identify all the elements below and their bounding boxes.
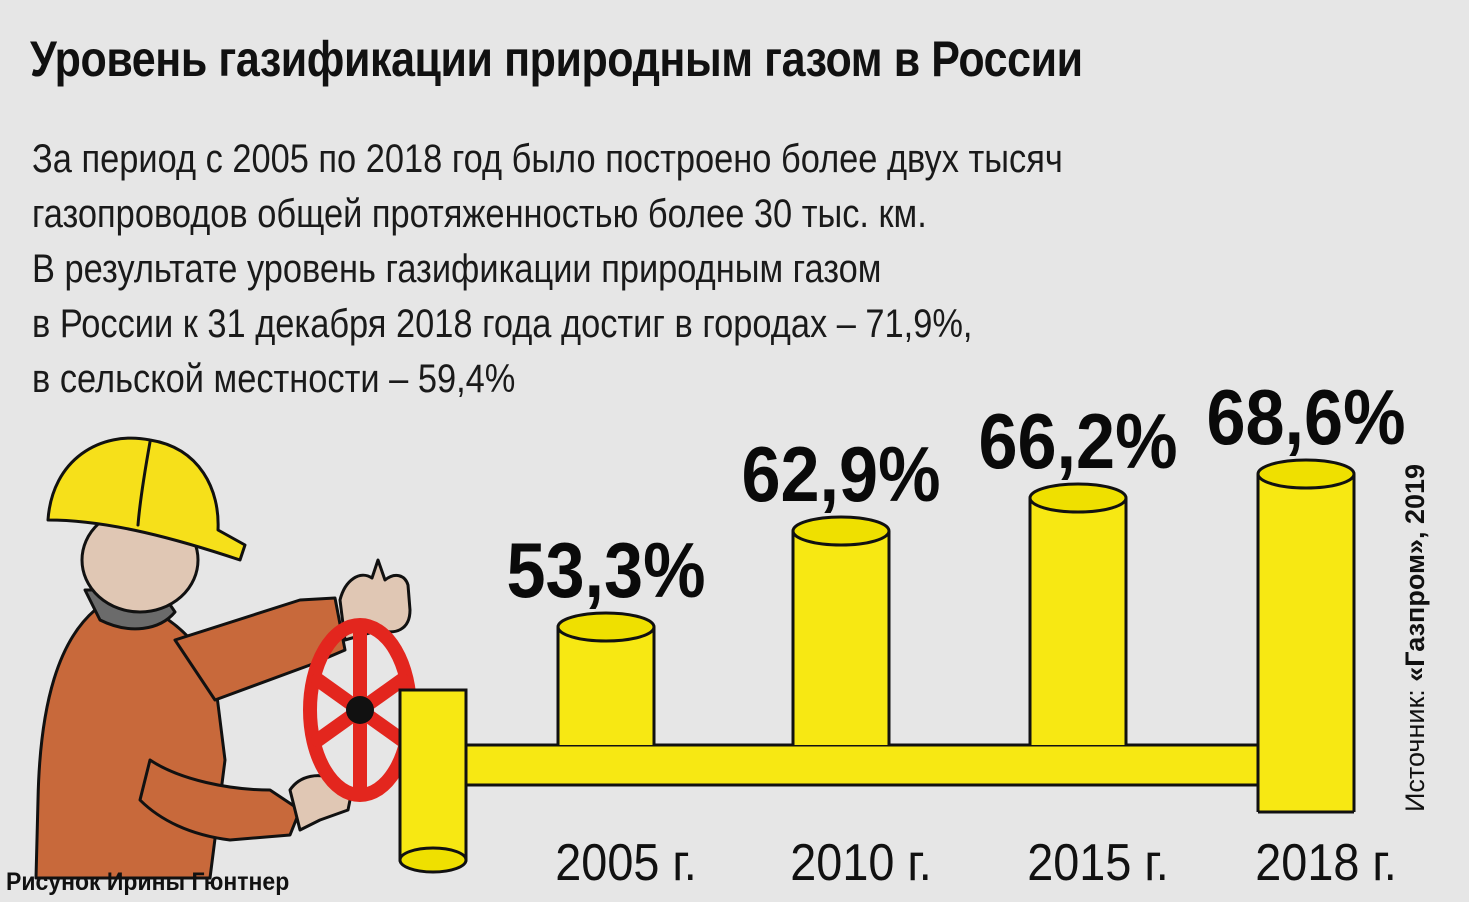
value-label: 66,2% bbox=[978, 398, 1177, 485]
bar-cap bbox=[556, 611, 656, 643]
bar-cap bbox=[1028, 482, 1128, 514]
bar-outline bbox=[556, 627, 656, 745]
bar-body bbox=[1030, 498, 1126, 745]
bar-body bbox=[558, 627, 654, 745]
worker-illustration bbox=[34, 436, 412, 880]
value-label: 62,9% bbox=[741, 431, 940, 518]
category-label: 2005 г. bbox=[555, 834, 696, 892]
source-name: «Газпром», 2019 bbox=[1400, 463, 1430, 682]
category-label: 2018 г. bbox=[1255, 834, 1396, 892]
value-labels: 53,3% 62,9% 66,2% 68,6% bbox=[506, 374, 1405, 614]
page-title: Уровень газификации природным газом в Ро… bbox=[30, 31, 1083, 87]
bar-outline bbox=[791, 531, 891, 745]
description-line: В результате уровень газификации природн… bbox=[32, 247, 882, 291]
bar-body bbox=[1258, 474, 1354, 812]
inlet-pipe-end bbox=[398, 846, 468, 874]
category-label: 2015 г. bbox=[1027, 834, 1168, 892]
bar bbox=[791, 515, 891, 745]
description-line: в сельской местности – 59,4% bbox=[32, 357, 516, 401]
bar bbox=[1256, 458, 1356, 814]
value-label: 53,3% bbox=[506, 527, 705, 614]
helmet-icon bbox=[46, 436, 247, 562]
gas-pipe-network bbox=[398, 458, 1356, 874]
description-line: газопроводов общей протяженностью более … bbox=[32, 192, 927, 236]
illustration-credit: Рисунок Ирины Гюнтнер bbox=[6, 868, 290, 896]
value-label: 68,6% bbox=[1206, 374, 1405, 461]
bar-cap bbox=[791, 515, 891, 547]
bar-outline bbox=[1256, 474, 1356, 814]
description: За период с 2005 по 2018 год было постро… bbox=[32, 132, 1063, 407]
bar-body bbox=[793, 531, 889, 745]
description-line: За период с 2005 по 2018 год было постро… bbox=[32, 137, 1063, 181]
inlet-pipe bbox=[398, 688, 468, 862]
bar-outline bbox=[1028, 498, 1128, 745]
worker-arm-upper bbox=[173, 596, 347, 702]
main-pipe bbox=[430, 745, 1310, 785]
description-line: в России к 31 декабря 2018 года достиг в… bbox=[32, 302, 973, 346]
worker-arm-lower bbox=[138, 758, 302, 842]
source-prefix: Источник: bbox=[1400, 681, 1430, 812]
bar bbox=[1028, 482, 1128, 745]
category-label: 2010 г. bbox=[790, 834, 931, 892]
category-labels: 2005 г. 2010 г. 2015 г. 2018 г. bbox=[555, 834, 1396, 892]
source-note: Источник: «Газпром», 2019 bbox=[1400, 464, 1431, 812]
bar-cap bbox=[1256, 458, 1356, 490]
bar bbox=[556, 611, 656, 745]
valve-hub-icon bbox=[346, 696, 374, 724]
